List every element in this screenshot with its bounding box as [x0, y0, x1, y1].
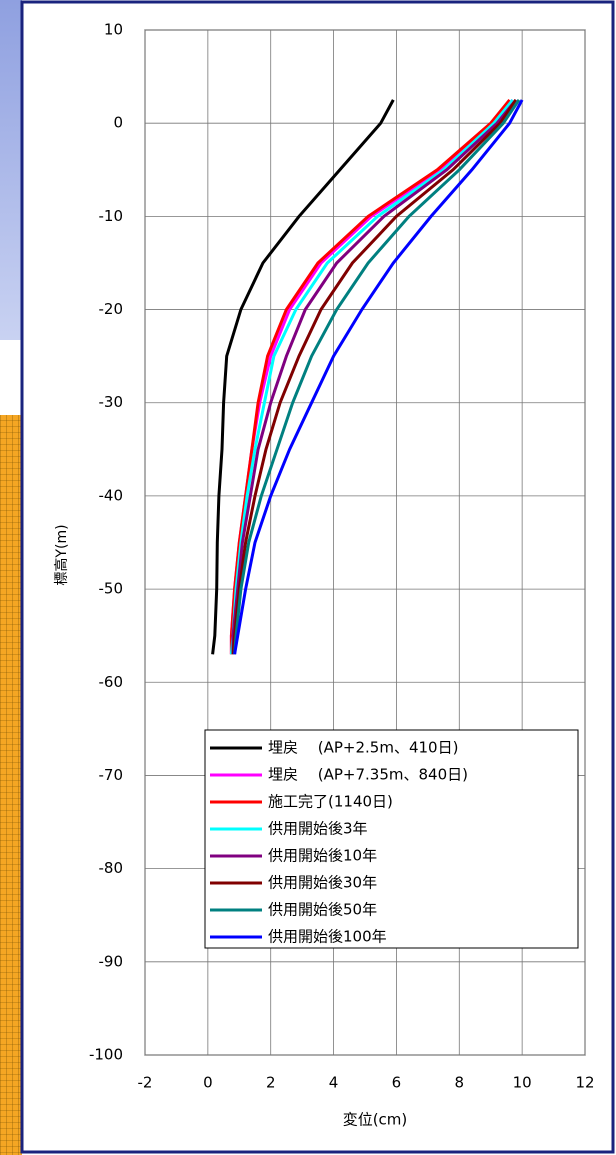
x-axis-label: 変位(cm) [343, 1111, 408, 1129]
legend-label: 供用開始後3年 [268, 820, 368, 838]
x-tick-label: 8 [455, 1074, 465, 1092]
legend-label: 供用開始後100年 [268, 928, 387, 946]
y-tick-label: -20 [99, 300, 124, 318]
x-tick-label: -2 [138, 1074, 153, 1092]
legend-label: 埋戻 (AP+7.35m、840日) [268, 766, 468, 784]
x-tick-label: 10 [513, 1074, 532, 1092]
y-tick-label: 10 [104, 21, 123, 39]
legend-label: 供用開始後50年 [268, 901, 377, 919]
y-axis-label: 標高Y(m) [53, 524, 70, 585]
x-tick-label: 6 [392, 1074, 402, 1092]
x-tick-label: 4 [329, 1074, 339, 1092]
y-tick-label: -80 [99, 859, 124, 877]
x-tick-label: 2 [266, 1074, 276, 1092]
y-tick-label: -40 [99, 486, 124, 504]
y-tick-label: -60 [99, 673, 124, 691]
x-tick-label: 0 [203, 1074, 213, 1092]
y-tick-label: -10 [99, 207, 124, 225]
y-tick-label: -70 [99, 766, 124, 784]
y-tick-label: -30 [99, 393, 124, 411]
legend-label: 埋戻 (AP+2.5m、410日) [268, 739, 458, 757]
background-slide [0, 0, 22, 340]
y-tick-label: -90 [99, 952, 124, 970]
background-slide [0, 415, 22, 1155]
y-tick-label: -50 [99, 580, 124, 598]
x-tick-label: 12 [575, 1074, 594, 1092]
y-tick-label: 0 [113, 114, 123, 132]
chart: 9cm 1cm 変位(cm) 標高Y(m) -2024681012100-10-… [0, 0, 616, 1155]
legend-label: 供用開始後10年 [268, 847, 377, 865]
y-tick-label: -100 [89, 1046, 123, 1064]
legend-box [205, 730, 578, 948]
legend-label: 供用開始後30年 [268, 874, 377, 892]
legend-label: 施工完了(1140日) [268, 793, 393, 811]
